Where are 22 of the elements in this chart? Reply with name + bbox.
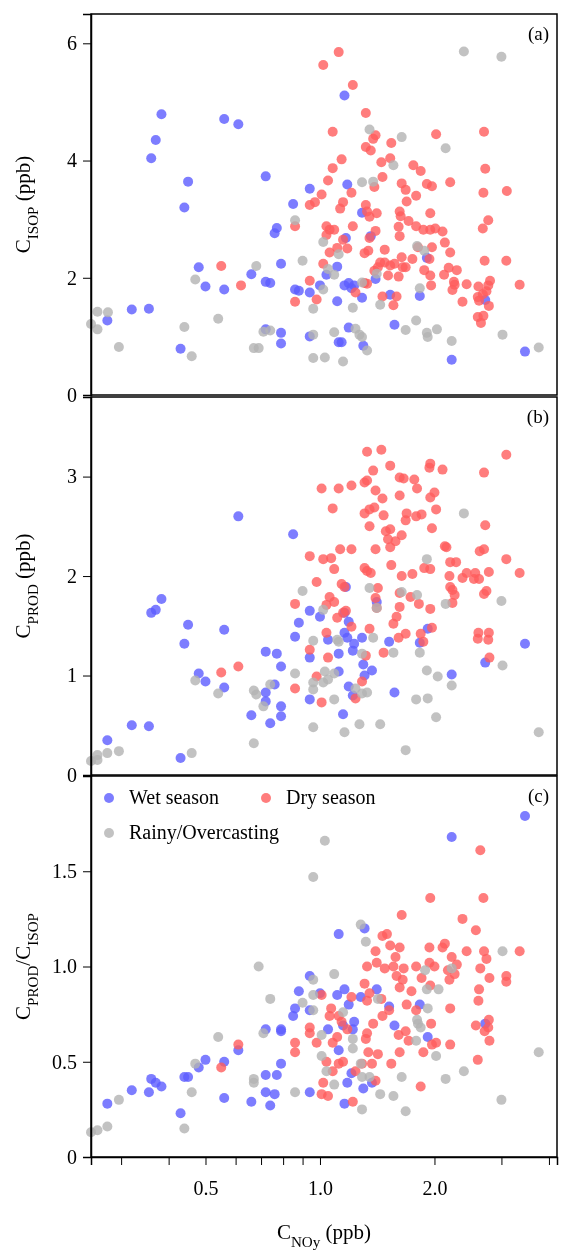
x-tick-label: 0.5	[193, 1177, 219, 1200]
text: (b)	[526, 406, 549, 428]
y-tick-label: 1.0	[52, 955, 77, 978]
y-tick-label: 6	[67, 32, 77, 55]
legend-label: Rainy/Overcasting	[129, 821, 279, 844]
y-tick-label: 2	[67, 564, 77, 587]
x-axis-title: C$_{NOy}$ (ppb)	[276, 1220, 372, 1250]
y-tick-label: 0	[67, 383, 77, 406]
y-tick-label: 0.5	[52, 1050, 77, 1073]
y-tick-label: 3	[67, 465, 77, 488]
legend-label: Dry season	[286, 786, 376, 809]
y-tick-label: 1.5	[52, 860, 77, 883]
y-tick-label: 1	[67, 664, 77, 687]
y-tick-label: 0	[67, 1145, 77, 1168]
y-tick-label: 2	[67, 266, 77, 289]
y-tick-label: 4	[67, 149, 77, 172]
x-tick-label: 2.0	[422, 1177, 448, 1200]
y-tick-label: 0	[67, 763, 77, 786]
x-tick-label: 1.0	[307, 1177, 333, 1200]
chart-title: (a)	[527, 23, 549, 45]
legend-label: Wet season	[129, 786, 220, 808]
chart-title: (c)	[527, 785, 549, 807]
